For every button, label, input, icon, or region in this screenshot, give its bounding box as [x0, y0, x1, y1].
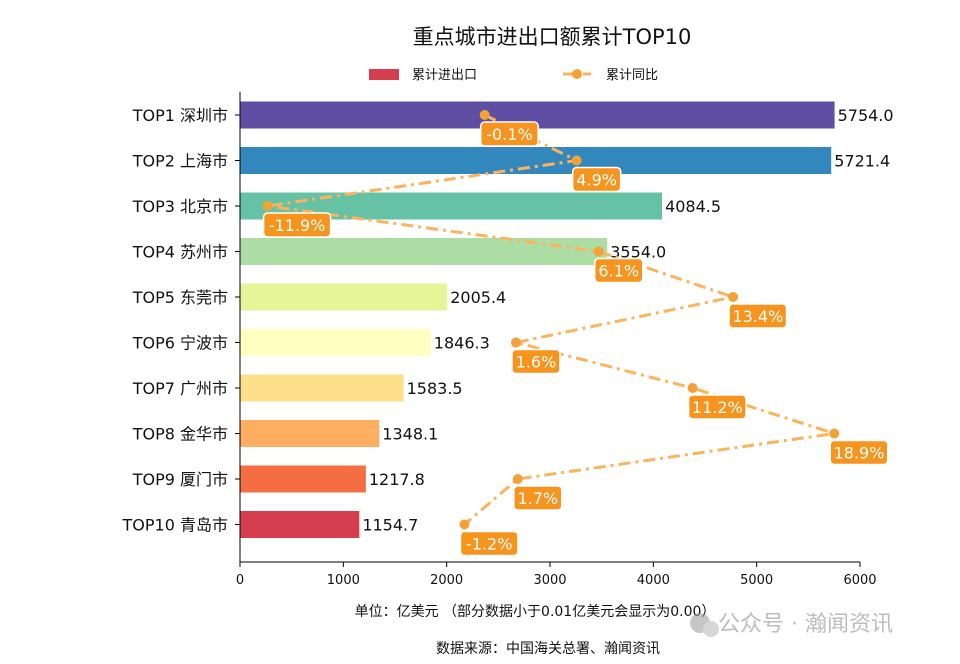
x-tick-label: 3000	[533, 573, 566, 588]
y-tick-label: TOP4 苏州市	[132, 243, 228, 262]
bar-value-label: 5721.4	[834, 152, 890, 171]
watermark-text: 公众号 · 瀚闻资讯	[718, 612, 893, 637]
yoy-label: 4.9%	[576, 171, 617, 190]
legend-line-label: 累计同比	[606, 68, 658, 83]
y-tick-label: TOP2 上海市	[132, 152, 228, 171]
y-tick-label: TOP10 青岛市	[122, 516, 228, 535]
bar	[240, 283, 448, 311]
yoy-label: 11.2%	[692, 398, 743, 417]
y-tick-label: TOP7 广州市	[132, 379, 228, 398]
yoy-label-box	[728, 303, 788, 329]
chart-title: 重点城市进出口额累计TOP10	[413, 25, 692, 49]
yoy-marker	[728, 292, 739, 302]
bar-value-label: 2005.4	[450, 288, 506, 307]
y-tick-label: TOP3 北京市	[132, 197, 228, 216]
yoy-label-box	[479, 121, 539, 147]
bar	[240, 465, 366, 493]
bar	[240, 374, 404, 402]
wechat-icon-2	[703, 621, 719, 637]
y-tick-label: TOP9 厦门市	[132, 470, 228, 489]
yoy-label: 1.6%	[516, 353, 557, 372]
legend: 累计进出口 累计同比	[369, 68, 658, 83]
yoy-marker	[571, 155, 582, 166]
yoy-label-box	[262, 212, 332, 238]
watermark: 公众号 · 瀚闻资讯	[690, 612, 893, 637]
yoy-label: 6.1%	[598, 262, 639, 281]
yoy-marker	[829, 428, 840, 439]
bar	[240, 147, 832, 174]
yoy-label-box	[513, 485, 563, 511]
bar-value-label: 3554.0	[610, 243, 666, 262]
x-tick-label: 1000	[327, 573, 360, 588]
legend-bar-label: 累计进出口	[412, 68, 477, 83]
bar-value-label: 5754.0	[838, 106, 894, 125]
legend-bar-swatch	[369, 69, 399, 80]
yoy-marker	[510, 337, 521, 348]
bar-value-label: 1583.5	[407, 379, 463, 398]
bar-value-label: 1846.3	[434, 334, 490, 353]
yoy-marker	[512, 474, 523, 484]
yoy-label-box	[829, 439, 889, 466]
y-tick-label: TOP6 宁波市	[132, 334, 228, 353]
yoy-marker	[262, 201, 273, 211]
yoy-label: 1.7%	[517, 489, 558, 508]
x-tick-label: 5000	[740, 573, 773, 588]
bar-value-label: 1154.7	[362, 516, 418, 535]
yoy-label-box	[687, 394, 747, 420]
yoy-label-box	[571, 166, 622, 193]
yoy-line	[267, 113, 835, 526]
x-tick-label: 6000	[843, 573, 876, 588]
bar	[240, 329, 431, 356]
yoy-marker	[479, 110, 490, 120]
bar-value-label: 1217.8	[369, 470, 425, 489]
yoy-marker	[687, 383, 698, 393]
legend-line-marker	[572, 69, 582, 79]
y-tick-label: TOP5 东莞市	[132, 288, 228, 307]
source-note: 数据来源：中国海关总署、瀚闻资讯	[436, 641, 660, 657]
yoy-label: -0.1%	[486, 125, 532, 144]
y-tick-label: TOP1 深圳市	[132, 106, 228, 125]
yoy-label: 18.9%	[834, 444, 885, 463]
x-tick-label: 2000	[430, 573, 463, 588]
yoy-marker	[593, 246, 604, 257]
bar-value-label: 1348.1	[382, 425, 438, 444]
bar	[240, 420, 380, 447]
yoy-label: -1.2%	[466, 535, 512, 554]
y-tick-label: TOP8 金华市	[132, 425, 228, 444]
yoy-label: -11.9%	[269, 216, 326, 235]
bar-value-label: 4084.5	[665, 197, 721, 216]
x-tick-label: 4000	[637, 573, 670, 588]
yoy-label-box	[459, 530, 519, 557]
yoy-label-box	[511, 348, 561, 375]
yoy-label-box	[594, 257, 644, 284]
bar	[240, 238, 608, 265]
yoy-marker	[459, 519, 470, 530]
x-axis-label: 单位：亿美元 （部分数据小于0.01亿美元会显示为0.00）	[355, 604, 716, 620]
x-tick-label: 0	[236, 573, 244, 588]
yoy-label: 13.4%	[732, 307, 783, 326]
bar	[240, 511, 360, 538]
